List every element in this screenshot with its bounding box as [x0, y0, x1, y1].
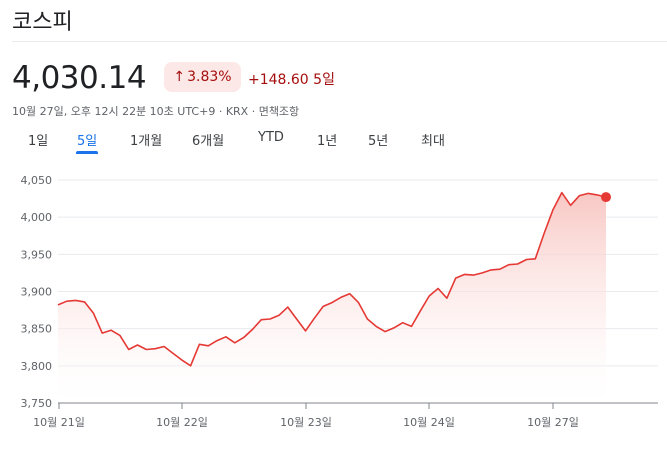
x-tick-label: 10월 23일 [280, 415, 332, 429]
tab-1m[interactable]: 1개월 [130, 134, 163, 149]
change-absolute: +148.60 5일 [248, 72, 335, 88]
tab-5d[interactable]: 5일 [77, 134, 98, 149]
area-fill [58, 192, 606, 403]
x-tick-label: 10월 24일 [403, 415, 455, 429]
current-point-marker [601, 192, 611, 203]
tab-1y[interactable]: 1년 [317, 134, 338, 149]
y-tick-label: 4,050 [21, 174, 53, 187]
y-tick-label: 3,750 [21, 397, 53, 410]
tab-6m[interactable]: 6개월 [192, 134, 225, 149]
tab-5y[interactable]: 5년 [368, 134, 389, 149]
price-line [57, 191, 607, 367]
active-tab-indicator [76, 151, 98, 154]
arrow-up-icon: ↑ [173, 69, 186, 85]
current-price: 4,030.14 [12, 60, 147, 96]
y-tick-label: 3,850 [21, 323, 53, 336]
quote-meta: 10월 27일, 오후 12시 22분 10초 UTC+9 · KRX · 면책… [12, 105, 300, 118]
x-tick-label: 10월 22일 [156, 415, 208, 429]
x-tick-label: 10월 21일 [33, 415, 85, 429]
tab-ytd[interactable]: YTD [258, 130, 284, 145]
y-tick-label: 3,800 [21, 360, 53, 373]
change-percent-value: 3.83% [187, 69, 232, 85]
tab-max[interactable]: 최대 [421, 134, 445, 149]
header-divider [12, 41, 667, 42]
index-title: 코스피 [12, 10, 73, 35]
y-tick-label: 3,900 [21, 286, 53, 299]
y-tick-label: 3,950 [21, 248, 53, 261]
y-tick-label: 4,000 [21, 211, 53, 224]
x-tick-label: 10월 27일 [527, 415, 579, 429]
tab-1d[interactable]: 1일 [28, 134, 49, 149]
change-percent-badge: ↑ 3.83% [164, 62, 241, 92]
